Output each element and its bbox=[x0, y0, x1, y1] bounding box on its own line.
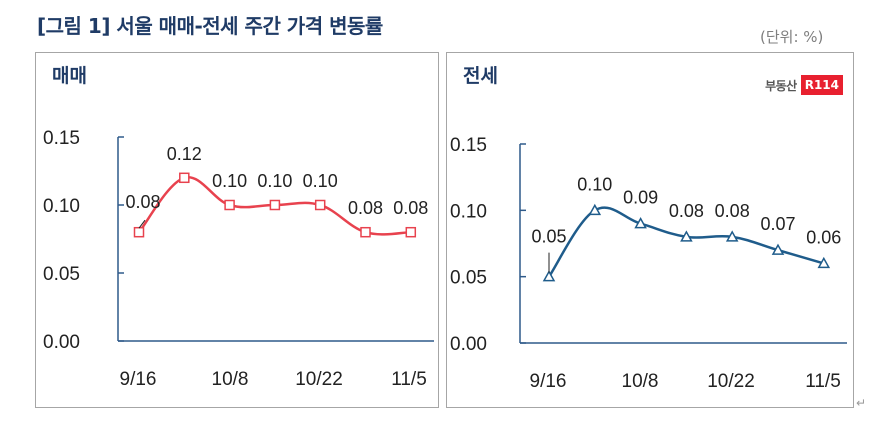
sales-line-chart: 0.15 0.10 0.05 0.00 9/16 10/8 10/22 11/5 0.08 0.1… bbox=[43, 128, 434, 390]
triangle-marker-icon bbox=[725, 230, 739, 242]
triangle-marker-icon bbox=[680, 230, 693, 242]
square-marker-icon bbox=[179, 172, 190, 184]
square-marker-icon bbox=[314, 199, 326, 211]
y-tick-label: 0.15 bbox=[450, 135, 487, 156]
data-label: 0.10 bbox=[303, 171, 338, 191]
data-label: 0.08 bbox=[348, 198, 383, 218]
data-label: 0.10 bbox=[212, 171, 247, 191]
square-marker-icon bbox=[405, 226, 417, 238]
x-tick-label: 9/16 bbox=[530, 371, 567, 392]
x-tick-label: 10/8 bbox=[212, 369, 249, 390]
sales-chart-title: 매매 bbox=[52, 65, 87, 87]
x-tick-label: 11/5 bbox=[391, 369, 427, 390]
triangle-marker-icon bbox=[771, 243, 785, 255]
jeonse-chart-panel: 전세 부동산 R114 0.15 0.10 0.05 0.00 9/16 10/8 10/2… bbox=[446, 52, 854, 408]
data-label: 0.10 bbox=[577, 174, 612, 194]
y-tick-label: 0.00 bbox=[43, 332, 80, 353]
data-label: 0.08 bbox=[715, 201, 750, 221]
data-label: 0.08 bbox=[125, 192, 160, 212]
y-tick-label: 0.05 bbox=[43, 264, 80, 285]
jeonse-chart-title: 전세 bbox=[463, 65, 498, 87]
square-marker-icon bbox=[224, 199, 235, 211]
data-label: 0.10 bbox=[257, 171, 292, 191]
y-tick-label: 0.15 bbox=[43, 128, 80, 149]
triangle-marker-icon bbox=[634, 217, 647, 229]
data-label: 0.08 bbox=[393, 198, 428, 218]
x-tick-label: 10/22 bbox=[707, 371, 755, 392]
paragraph-return-icon: ↵ bbox=[856, 396, 867, 410]
y-tick-label: 0.10 bbox=[450, 201, 487, 222]
jeonse-line-chart: 0.15 0.10 0.05 0.00 9/16 10/8 10/22 11/5 0.05 0.1… bbox=[450, 135, 847, 392]
data-label: 0.08 bbox=[669, 201, 704, 221]
triangle-marker-icon bbox=[588, 203, 602, 216]
r114-logo: 부동산 R114 bbox=[765, 75, 843, 95]
sales-chart-panel: 매매 0.15 0.10 0.05 0.00 9/16 10/8 10/22 11/5 0.08… bbox=[35, 52, 439, 408]
data-label: 0.07 bbox=[760, 214, 795, 234]
x-tick-label: 10/22 bbox=[295, 369, 343, 390]
triangle-marker-icon bbox=[542, 270, 556, 282]
unit-label: (단위: %) bbox=[760, 28, 824, 46]
y-tick-label: 0.00 bbox=[450, 334, 487, 355]
figure-title: [그림 1] 서울 매매-전세 주간 가격 변동률 bbox=[37, 14, 383, 38]
y-tick-label: 0.05 bbox=[450, 268, 487, 289]
logo-badge: R114 bbox=[800, 75, 843, 95]
y-tick-label: 0.10 bbox=[43, 196, 80, 217]
data-label: 0.09 bbox=[623, 188, 658, 208]
triangle-marker-icon bbox=[817, 256, 831, 269]
data-label: 0.05 bbox=[531, 227, 566, 247]
x-tick-label: 9/16 bbox=[120, 369, 157, 390]
x-tick-label: 11/5 bbox=[805, 371, 841, 392]
square-marker-icon bbox=[269, 199, 281, 211]
data-label: 0.12 bbox=[167, 144, 202, 164]
logo-text: 부동산 bbox=[765, 78, 797, 93]
square-marker-icon bbox=[360, 226, 371, 238]
x-tick-label: 10/8 bbox=[622, 371, 659, 392]
square-marker-icon bbox=[133, 226, 145, 238]
data-label: 0.06 bbox=[806, 227, 841, 247]
